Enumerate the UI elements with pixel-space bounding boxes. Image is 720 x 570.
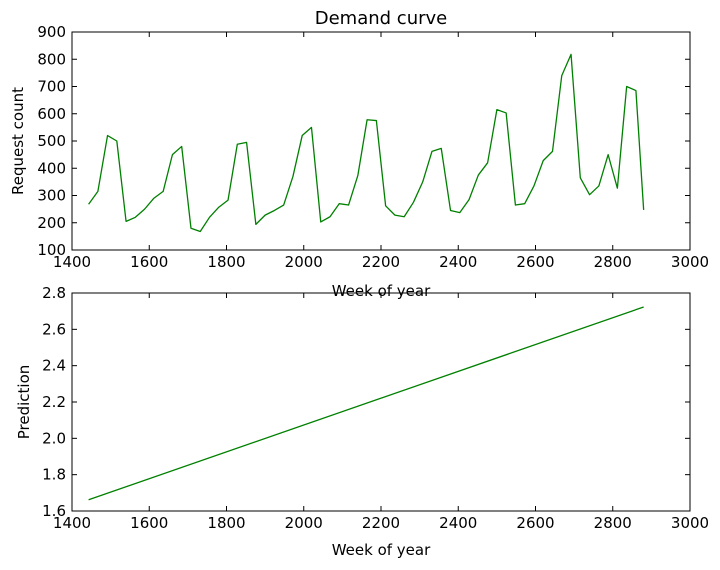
bottom-x-tick-label: 2600: [516, 514, 554, 532]
bottom-y-axis-label: Prediction: [15, 365, 33, 440]
top-y-axis-label: Request count: [9, 87, 27, 195]
top-y-tick-label: 600: [37, 105, 66, 123]
bottom-y-tick-label: 2.8: [42, 284, 66, 302]
top-y-tick-label: 900: [37, 23, 66, 41]
top-x-tick-label: 2600: [516, 253, 554, 271]
bottom-y-tick-label: 2.6: [42, 320, 66, 338]
top-x-tick-label: 1600: [130, 253, 168, 271]
bottom-x-tick-label: 1400: [53, 514, 91, 532]
bottom-y-tick-label: 2.0: [42, 429, 66, 447]
bottom-x-tick-label: 2400: [439, 514, 477, 532]
chart-title: Demand curve: [315, 8, 448, 29]
top-x-tick-label: 1400: [53, 253, 91, 271]
top-y-tick-label: 700: [37, 78, 66, 96]
bottom-x-axis-label: Week of year: [332, 541, 431, 559]
bottom-x-tick-label: 3000: [671, 514, 709, 532]
bottom-y-tick-label: 2.4: [42, 357, 66, 375]
top-axes: 1400 1600 1800 2000 2200 2400 2600 2800 3000 100 2…: [37, 23, 709, 271]
top-y-tick-label: 400: [37, 159, 66, 177]
top-x-axis-label: Week of year: [332, 282, 431, 300]
top-y-tick-label: 800: [37, 50, 66, 68]
top-axes-frame: [71, 31, 691, 251]
bottom-x-tick-label: 1600: [130, 514, 168, 532]
bottom-x-tick-label: 2800: [594, 514, 632, 532]
top-x-tick-label: 2800: [594, 253, 632, 271]
top-x-tick-label: 1800: [207, 253, 245, 271]
bottom-y-tick-label: 1.8: [42, 466, 66, 484]
top-x-tick-label: 2400: [439, 253, 477, 271]
top-x-tick-label: 2000: [285, 253, 323, 271]
top-y-tick-label: 200: [37, 214, 66, 232]
top-series-line: [88, 53, 645, 233]
bottom-axes: 1400 1600 1800 2000 2200 2400 2600 2800 3000 1.6 1…: [42, 284, 709, 532]
top-x-tick-label: 3000: [671, 253, 709, 271]
bottom-axes-frame: [71, 292, 691, 512]
bottom-x-tick-label: 2000: [285, 514, 323, 532]
top-y-tick-label: 100: [37, 241, 66, 259]
top-y-tick-label: 500: [37, 132, 66, 150]
bottom-y-tick-label: 1.6: [42, 502, 66, 520]
bottom-x-tick-label: 1800: [207, 514, 245, 532]
top-y-tick-label: 300: [37, 187, 66, 205]
top-x-tick-label: 2200: [362, 253, 400, 271]
bottom-x-tick-label: 2200: [362, 514, 400, 532]
bottom-series-line: [88, 306, 644, 501]
bottom-y-tick-label: 2.2: [42, 393, 66, 411]
